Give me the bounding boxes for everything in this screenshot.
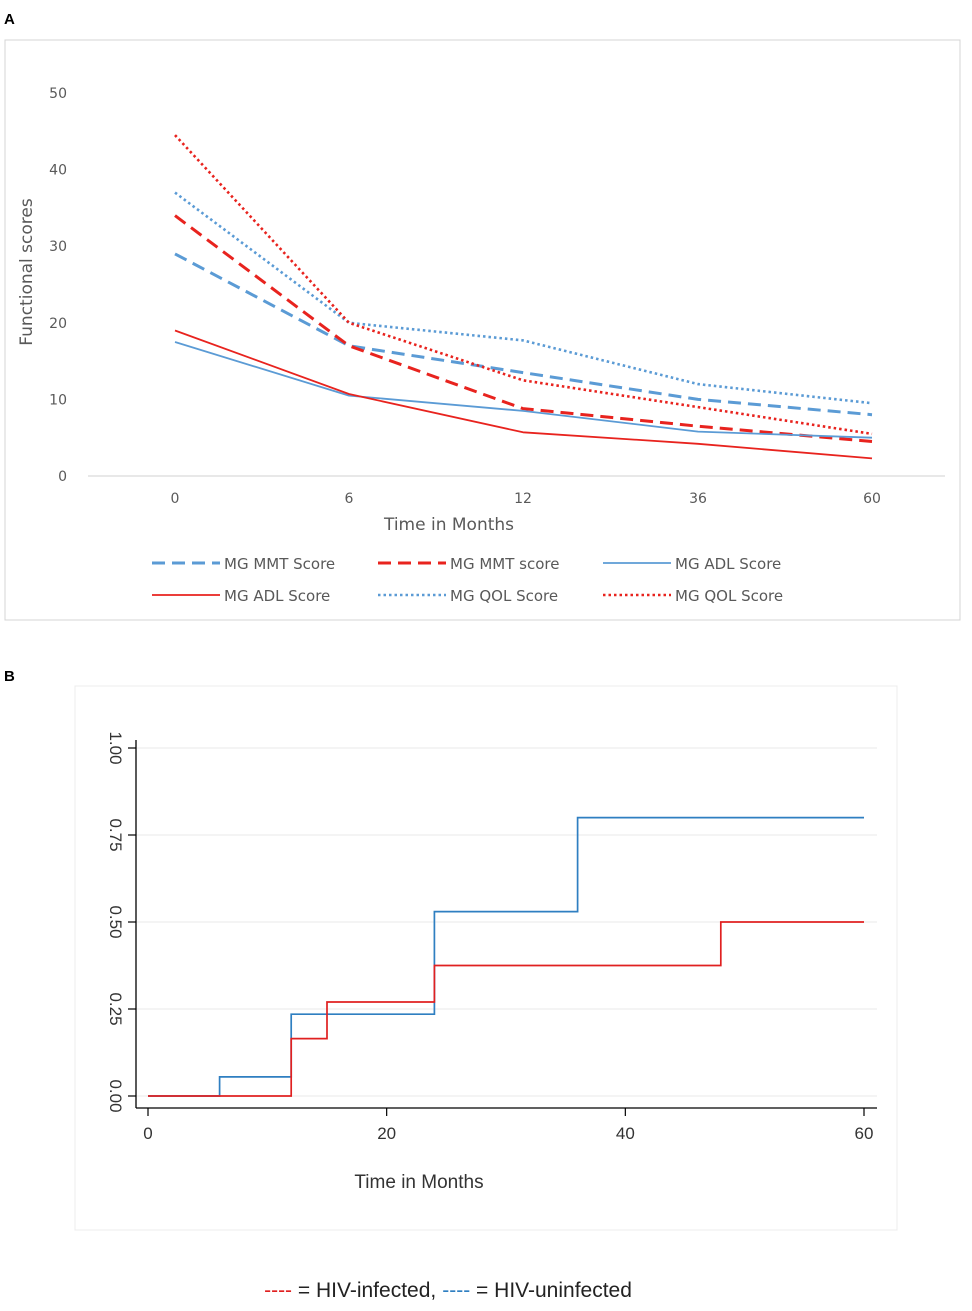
chart-a-legend-label: MG MMT Score bbox=[224, 555, 335, 573]
chart-a-legend: MG MMT Score MG MMT score MG ADL Score MG A… bbox=[152, 555, 783, 605]
panel-a-frame bbox=[4, 39, 961, 621]
chart-a-series-dotted-uninfected-line bbox=[174, 191, 873, 405]
chart-a-ylabel: Functional scores bbox=[17, 198, 37, 346]
panel-b-frame bbox=[74, 685, 898, 1231]
chart-b-xlabel: Time in Months bbox=[354, 1172, 483, 1193]
chart-b-y-tick: 1.00 bbox=[106, 731, 125, 764]
chart-a-y-tick: 50 bbox=[49, 86, 67, 102]
chart-a-x-tick: 0 bbox=[171, 491, 180, 507]
panel-a-label: A bbox=[4, 11, 15, 28]
chart-a-y-tick: 40 bbox=[49, 163, 67, 179]
chart-a-x-tick: 6 bbox=[345, 491, 354, 507]
chart-b-x-tick: 40 bbox=[616, 1124, 635, 1143]
chart-a-legend-label: MG QOL Score bbox=[450, 587, 558, 605]
chart-b-x-tick: 20 bbox=[377, 1124, 396, 1143]
chart-a: Functional scores Time in Months 0 10 20 30… bbox=[17, 86, 945, 605]
caption-uninfected-marker: ---- bbox=[442, 1279, 470, 1302]
chart-a-series-solid-infected-line bbox=[174, 329, 873, 460]
legend-caption: ---- = HIV-infected, ---- = HIV-uninfecte… bbox=[264, 1279, 632, 1302]
chart-a-series-dotted-infected-line bbox=[174, 134, 873, 436]
chart-b-x-tick: 0 bbox=[143, 1124, 152, 1143]
chart-a-series-solid-uninfected-line bbox=[174, 341, 873, 439]
caption-infected-text: = HIV-infected, bbox=[292, 1279, 436, 1302]
chart-b-y-tick: 0.25 bbox=[106, 992, 125, 1025]
chart-b: 0.00 0.25 0.50 0.75 1.00 0 20 40 60 Time in Mont… bbox=[106, 731, 877, 1193]
chart-a-series-dashed-infected-line bbox=[174, 214, 873, 443]
chart-a-y-tick: 10 bbox=[49, 392, 67, 408]
chart-a-series-dashed-uninfected-line bbox=[174, 252, 873, 417]
caption-uninfected-text: = HIV-uninfected bbox=[470, 1279, 632, 1302]
chart-b-y-tick: 0.50 bbox=[106, 905, 125, 938]
chart-a-legend-label: MG QOL Score bbox=[675, 587, 783, 605]
chart-a-y-tick: 20 bbox=[49, 316, 67, 332]
chart-a-y-tick: 30 bbox=[49, 239, 67, 255]
chart-b-x-tick: 60 bbox=[855, 1124, 874, 1143]
chart-b-infected-step-line bbox=[148, 921, 864, 1097]
chart-b-uninfected-step-line bbox=[148, 816, 864, 1097]
chart-a-xlabel: Time in Months bbox=[383, 515, 514, 535]
chart-b-y-tick: 0.75 bbox=[106, 818, 125, 851]
chart-a-legend-label: MG MMT score bbox=[450, 555, 559, 573]
chart-a-y-tick: 0 bbox=[58, 469, 67, 485]
chart-a-x-tick: 36 bbox=[689, 491, 707, 507]
caption-infected-marker: ---- bbox=[264, 1279, 292, 1302]
chart-a-x-tick: 60 bbox=[863, 491, 881, 507]
chart-a-legend-label: MG ADL Score bbox=[224, 587, 330, 605]
chart-b-y-tick: 0.00 bbox=[106, 1079, 125, 1112]
chart-a-x-tick: 12 bbox=[514, 491, 532, 507]
chart-a-legend-label: MG ADL Score bbox=[675, 555, 781, 573]
panel-b-label: B bbox=[4, 668, 15, 685]
